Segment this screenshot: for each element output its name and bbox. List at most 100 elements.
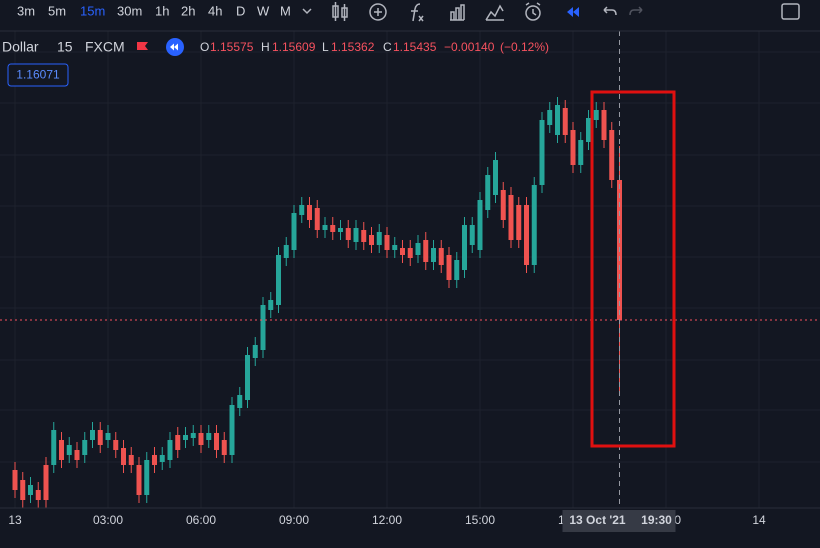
candle-body [89, 430, 95, 440]
candle-body [586, 118, 592, 142]
candle-body [485, 175, 491, 210]
candle-body [276, 255, 281, 305]
candle-body [454, 260, 460, 280]
ohlc-value: 1.15435 [393, 40, 437, 54]
h-grid [0, 51, 820, 463]
x-tick-label: 09:00 [279, 513, 309, 527]
crosshair-label-box [562, 510, 676, 532]
interval-button[interactable]: 30m [117, 3, 142, 18]
x-tick-label: 13 [8, 513, 22, 527]
indicators-icon[interactable] [369, 3, 387, 21]
redo-icon [629, 6, 643, 16]
function-icon[interactable] [411, 3, 424, 22]
candle-body [462, 225, 468, 270]
candle-body [345, 228, 351, 240]
candle-body [400, 248, 405, 255]
interval-button[interactable]: 4h [208, 3, 222, 18]
candle-body [291, 213, 297, 250]
candle-body [159, 455, 165, 462]
candle-body [431, 248, 437, 262]
candle-body [601, 110, 607, 140]
candle-body [82, 440, 88, 455]
interval: 15 [57, 39, 73, 55]
candle-body [74, 450, 80, 460]
interval-button[interactable]: W [257, 3, 270, 18]
candle-body [206, 433, 212, 440]
candle-body [198, 433, 204, 445]
candle-body [562, 108, 568, 135]
candle-body [144, 460, 150, 495]
candle-body [260, 305, 266, 350]
ohlc-legend: O 1.15575 H 1.15609 L 1.15362 C 1.15435 −0.00140… [200, 40, 549, 54]
interval-button[interactable]: 2h [181, 3, 195, 18]
plot [0, 31, 820, 508]
candle-body [35, 490, 41, 500]
crosshair-time: 19:30 [641, 513, 672, 527]
candle-body [128, 455, 134, 465]
candle-body [252, 345, 258, 358]
price-box [7, 63, 69, 87]
candle-body [43, 465, 49, 500]
fullscreen-icon[interactable] [781, 3, 800, 20]
candle-body [27, 485, 33, 495]
x-tick-label: 12:00 [372, 513, 402, 527]
change-pct: (−0.12%) [500, 40, 549, 54]
alert-icon[interactable] [485, 4, 504, 21]
replay-alert-icon[interactable] [525, 2, 541, 21]
candles-icon[interactable] [332, 2, 348, 21]
toolbar-icons [302, 2, 800, 22]
candle-body [609, 130, 615, 180]
crosshair-date: 13 Oct '21 [569, 513, 626, 527]
undo-icon[interactable] [603, 6, 617, 16]
candle-body [477, 200, 483, 250]
candle-body [531, 185, 537, 265]
time-axis: 1303:0006:0009:0012:0015:0018:0021:00141… [8, 510, 766, 532]
ohlc-label: L [322, 40, 329, 54]
candle-body [97, 430, 103, 445]
candle-body [175, 435, 181, 450]
ohlc-value: 1.15609 [272, 40, 316, 54]
symbol: Dollar [2, 39, 39, 55]
candle-body [237, 395, 243, 408]
candle-body [578, 140, 584, 165]
candle-body [384, 235, 390, 250]
candle-body [438, 248, 444, 265]
interval-button[interactable]: 15m [80, 3, 105, 18]
interval-button[interactable]: 1h [155, 3, 169, 18]
toolbar [0, 0, 820, 31]
price-box-text: 1.16071 [16, 68, 60, 82]
candle-body [307, 205, 312, 220]
interval-button[interactable]: D [236, 3, 245, 18]
candle-body [392, 245, 398, 250]
candle-body [547, 110, 553, 125]
interval-dropdown[interactable] [302, 8, 312, 15]
toolbar-intervals: 3m 5m 15m 30m 1h 2h 4h D W M [17, 3, 291, 18]
replay-button[interactable] [166, 38, 184, 56]
replay-icon[interactable] [567, 7, 579, 17]
candle-body [539, 120, 545, 185]
interval-button[interactable]: 5m [48, 3, 66, 18]
highlight-box [590, 90, 676, 448]
candle-body [245, 355, 250, 400]
candle-body [105, 433, 111, 440]
candle-body [361, 230, 367, 242]
candle-body [167, 440, 173, 460]
candle-body [113, 440, 119, 450]
interval-button[interactable]: 3m [17, 3, 35, 18]
candle-body [376, 232, 382, 245]
exchange: FXCM [85, 39, 125, 55]
x-tick-label: 03:00 [93, 513, 123, 527]
candle-body [353, 228, 359, 242]
interval-button[interactable]: M [280, 3, 291, 18]
candle-body [120, 448, 126, 465]
candle-body [338, 228, 343, 232]
candle-body [299, 205, 305, 215]
candle-body [151, 455, 157, 465]
templates-icon[interactable] [450, 4, 465, 21]
ohlc-value: 1.15362 [331, 40, 375, 54]
candle-body [136, 465, 142, 495]
flag-icon[interactable] [137, 42, 148, 50]
candle-body [330, 225, 336, 232]
